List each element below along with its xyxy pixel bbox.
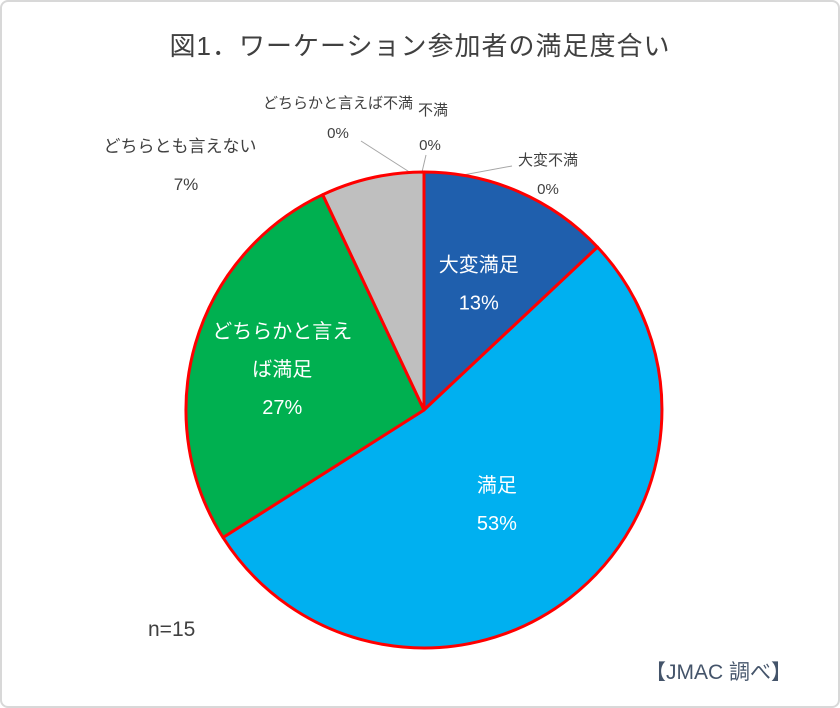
pie-slice-4	[321, 170, 426, 412]
slice-label-inside: 27%	[262, 397, 302, 419]
label-leader-line	[421, 154, 427, 173]
label-leader-line	[360, 140, 412, 174]
pie-slice-1	[422, 170, 599, 412]
chart-title: 図1．ワーケーション参加者の満足度合い	[169, 31, 671, 61]
slice-percent-label: 7%	[174, 175, 199, 194]
slice-label-outside: 大変不満	[518, 152, 578, 169]
slice-label-inside: どちらかと言え	[212, 320, 352, 343]
pie-slice-3	[184, 193, 426, 539]
slice-percent-label: 0%	[537, 181, 559, 198]
slice-label-inside: 13%	[459, 292, 499, 314]
slice-percent-label: 0%	[419, 137, 441, 154]
pie-slice-2	[221, 245, 664, 650]
slice-percent-label: 0%	[327, 125, 349, 142]
slice-label-outside: どちらかと言えば不満	[263, 95, 413, 112]
slice-label-inside: 大変満足	[439, 253, 519, 276]
slice-label-outside: どちらとも言えない	[104, 137, 257, 156]
source-label: 【JMAC 調べ】	[645, 661, 792, 684]
slice-label-inside: 満足	[477, 474, 517, 497]
slice-label-inside: 53%	[477, 513, 517, 535]
sample-size-label: n=15	[148, 618, 196, 641]
slice-label-outside: 不満	[418, 102, 448, 119]
slice-label-inside: ば満足	[252, 358, 312, 381]
